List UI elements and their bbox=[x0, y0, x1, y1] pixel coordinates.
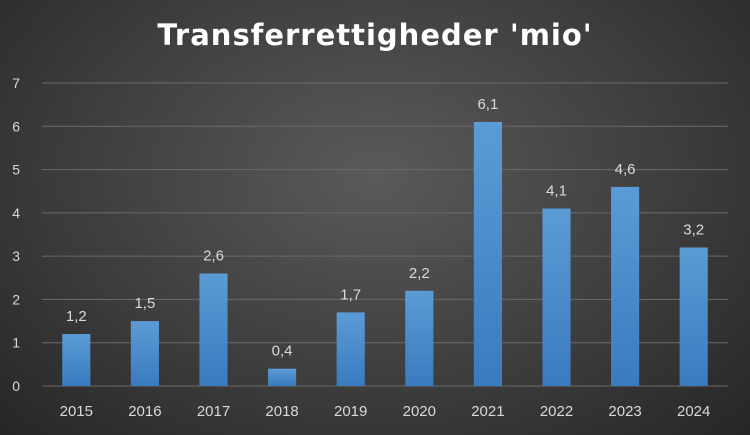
bar-2021 bbox=[473, 121, 502, 386]
chart-title: Transferrettigheder 'mio' bbox=[157, 18, 593, 52]
x-tick-label: 2018 bbox=[265, 403, 298, 420]
data-label: 1,2 bbox=[66, 308, 87, 325]
bar-2019 bbox=[336, 312, 365, 386]
data-label: 4,1 bbox=[546, 183, 567, 200]
x-tick-label: 2016 bbox=[128, 403, 161, 420]
x-tick-label: 2015 bbox=[60, 403, 93, 420]
bar-2024 bbox=[679, 247, 708, 386]
data-labels: 1,2 1,5 2,6 0,4 1,7 2,2 6,1 4,1 4,6 3,2 bbox=[66, 96, 704, 360]
x-tick-label: 2017 bbox=[197, 403, 230, 420]
bar-2015 bbox=[62, 334, 91, 386]
y-tick-label: 6 bbox=[12, 118, 20, 134]
bars bbox=[62, 121, 708, 386]
data-label: 4,6 bbox=[615, 161, 636, 178]
data-label: 1,5 bbox=[134, 295, 155, 312]
bar-2022 bbox=[542, 208, 571, 386]
data-label: 1,7 bbox=[340, 286, 361, 303]
x-tick-label: 2019 bbox=[334, 403, 367, 420]
x-tick-label: 2021 bbox=[471, 403, 504, 420]
bar-2017 bbox=[199, 273, 228, 386]
x-tick-label: 2024 bbox=[677, 403, 710, 420]
bar-2016 bbox=[130, 321, 159, 386]
data-label: 0,4 bbox=[272, 343, 293, 360]
x-axis-ticks: 2015 2016 2017 2018 2019 2020 2021 2022 2023 2024 bbox=[60, 403, 711, 420]
y-tick-label: 5 bbox=[12, 162, 20, 178]
y-tick-label: 7 bbox=[12, 75, 20, 91]
data-label: 3,2 bbox=[683, 221, 704, 238]
x-tick-label: 2022 bbox=[540, 403, 573, 420]
x-tick-label: 2023 bbox=[608, 403, 641, 420]
bar-2018 bbox=[268, 368, 297, 386]
y-axis-ticks: 0 1 2 3 4 5 6 7 bbox=[12, 75, 20, 394]
data-label: 6,1 bbox=[477, 96, 498, 113]
data-label: 2,2 bbox=[409, 265, 430, 282]
y-tick-label: 2 bbox=[12, 291, 20, 307]
data-label: 2,6 bbox=[203, 247, 224, 264]
y-tick-label: 4 bbox=[12, 205, 20, 221]
y-tick-label: 0 bbox=[12, 378, 20, 394]
x-tick-label: 2020 bbox=[403, 403, 436, 420]
y-tick-label: 3 bbox=[12, 248, 20, 264]
bar-2020 bbox=[405, 290, 434, 386]
y-tick-label: 1 bbox=[12, 335, 20, 351]
bar-2023 bbox=[611, 186, 640, 386]
